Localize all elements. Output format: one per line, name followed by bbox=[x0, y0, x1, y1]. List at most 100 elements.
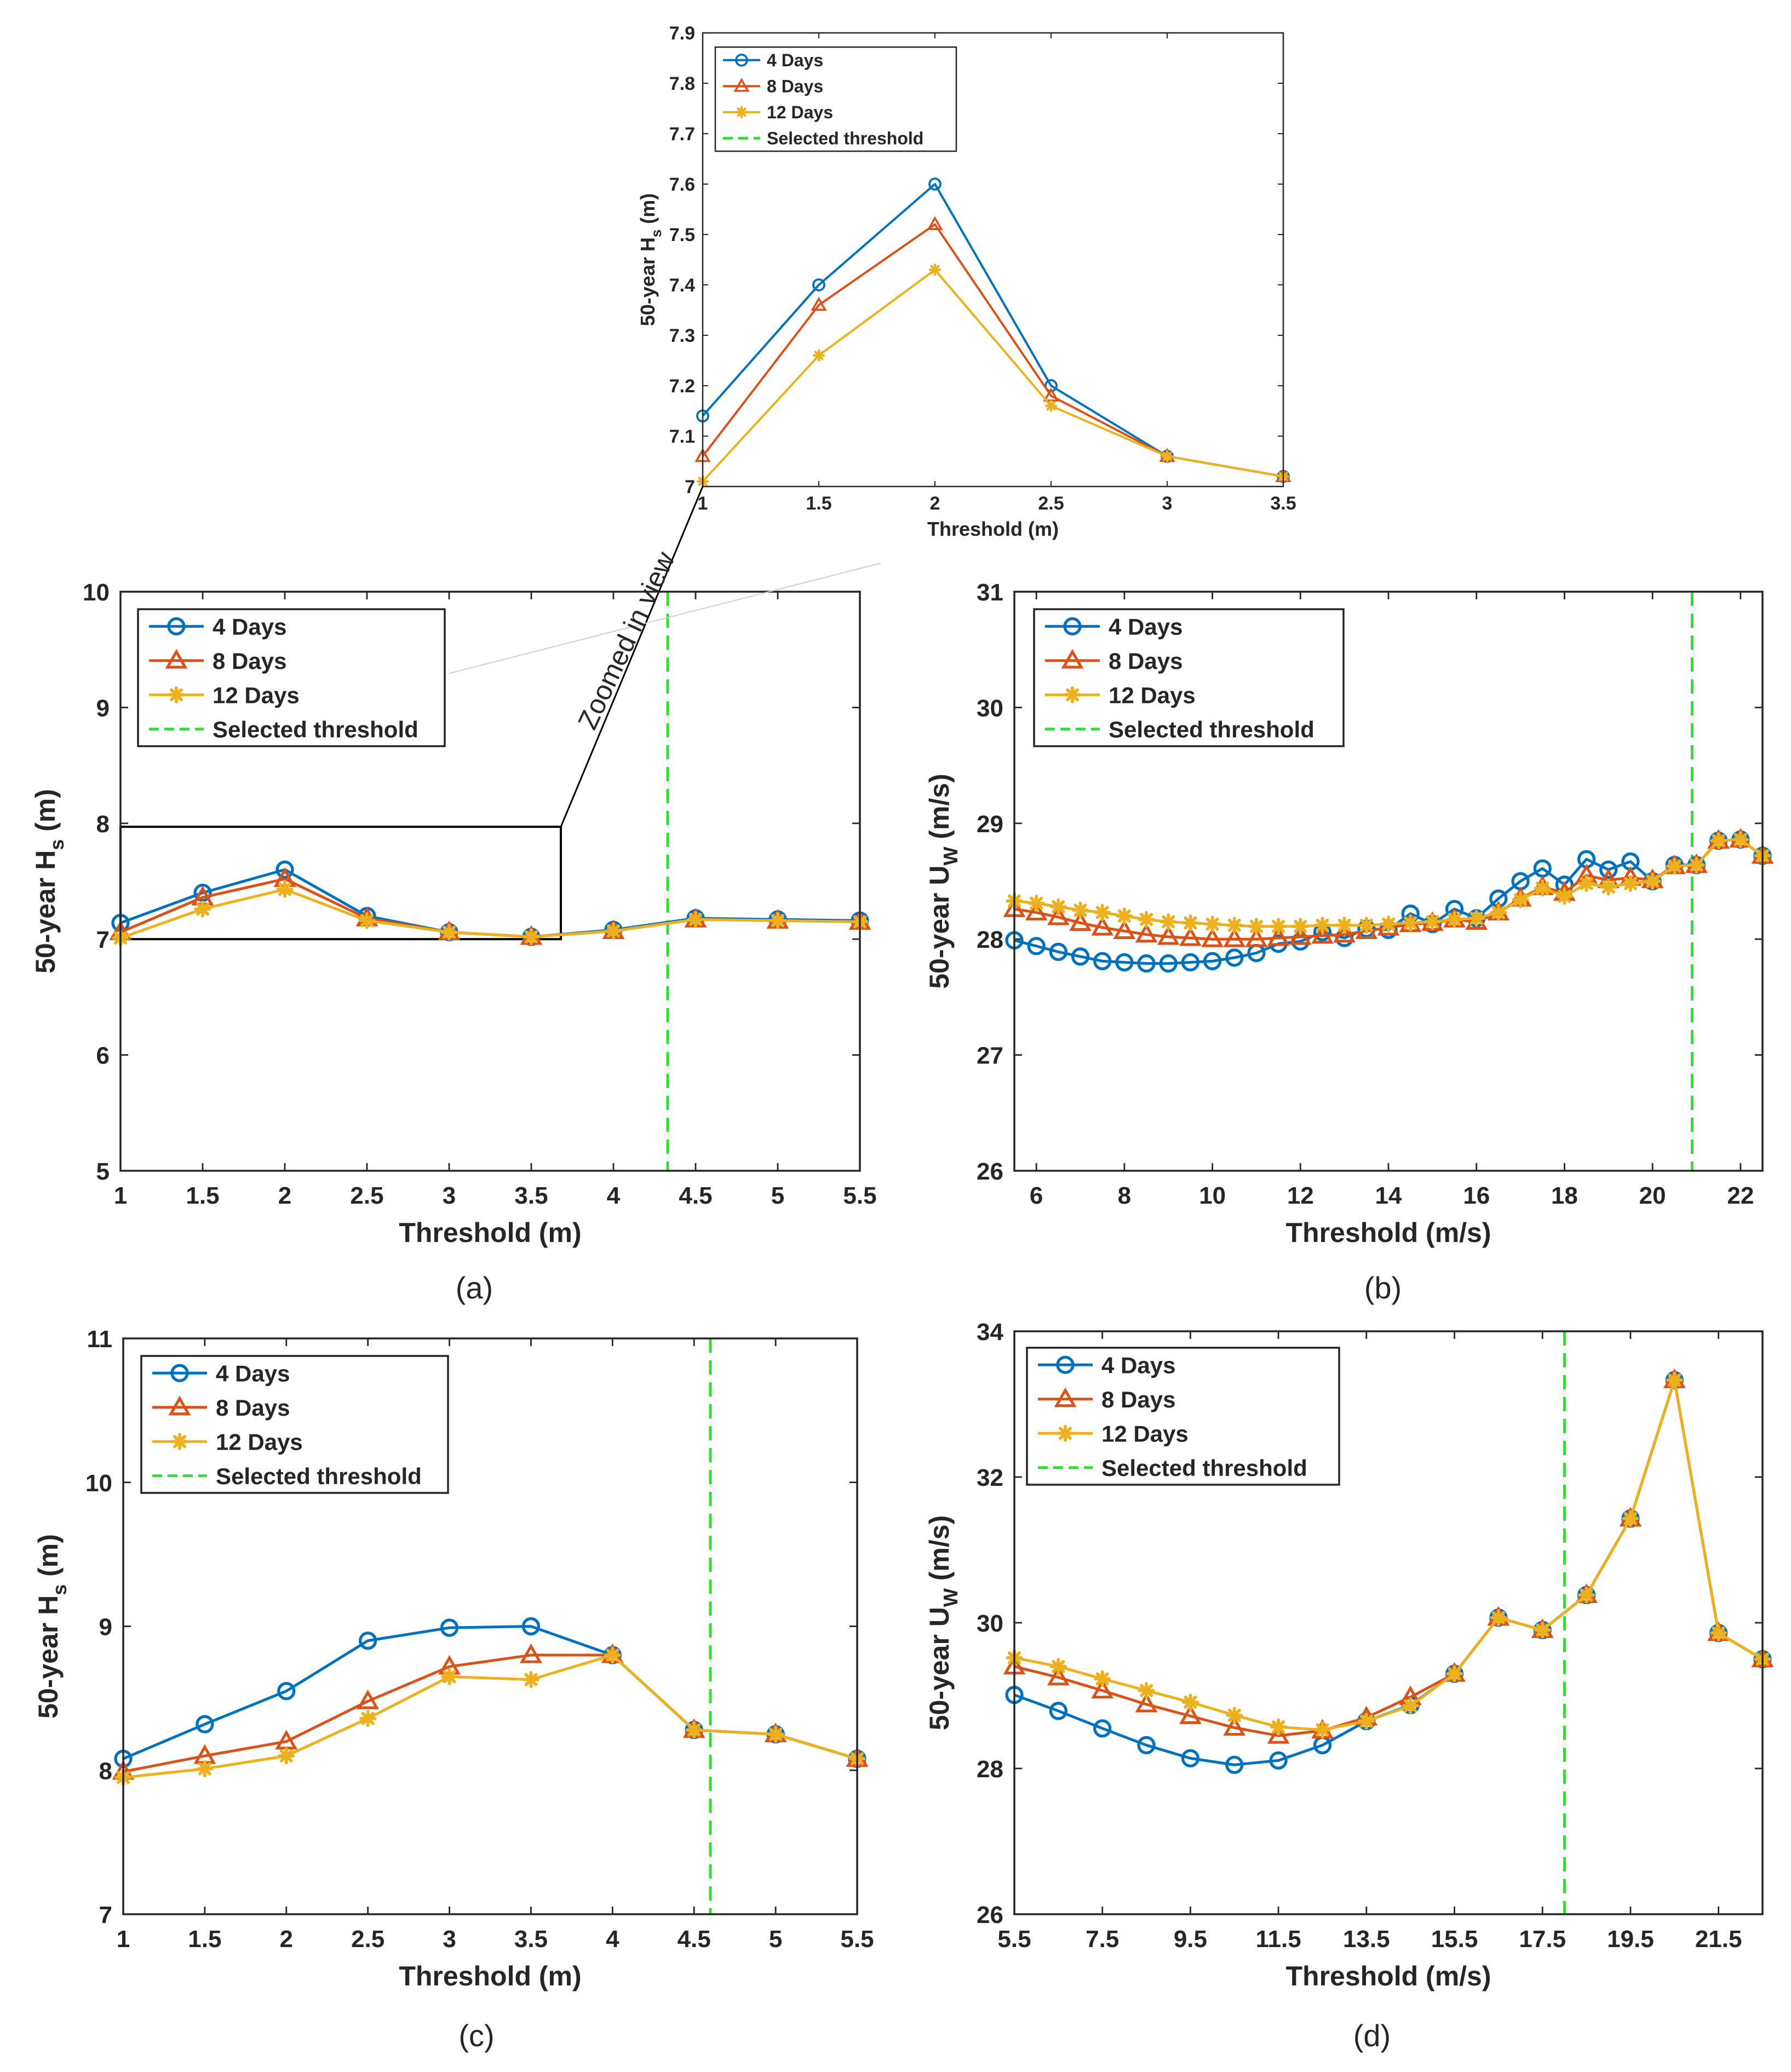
data-point bbox=[605, 922, 622, 940]
legend-label: 12 Days bbox=[1101, 1421, 1189, 1446]
data-point bbox=[1047, 1665, 1070, 1686]
legend-marker bbox=[1057, 1424, 1074, 1442]
data-point bbox=[1267, 926, 1290, 946]
data-point bbox=[928, 264, 942, 276]
data-point bbox=[1269, 1751, 1288, 1770]
data-point bbox=[1248, 918, 1265, 935]
x-axis-label: Threshold (m/s) bbox=[1285, 1217, 1491, 1248]
series-line bbox=[702, 268, 1284, 483]
data-point bbox=[1490, 904, 1507, 921]
chart-panel-d: 5.5 7.5 9.5 11.5 13.5 15.5 17.5 19.5 21.5 26 28 30 3… bbox=[924, 1319, 1774, 2053]
data-point bbox=[1512, 891, 1529, 908]
y-tick-label: 8 bbox=[96, 811, 110, 838]
data-point bbox=[1267, 1724, 1290, 1744]
data-point bbox=[927, 216, 943, 231]
x-tick-label: 4.5 bbox=[679, 1182, 712, 1209]
data-point bbox=[1445, 911, 1463, 928]
data-point bbox=[276, 880, 294, 898]
data-point bbox=[1445, 1665, 1463, 1682]
y-axis-label-sub: s bbox=[48, 1584, 71, 1595]
data-point bbox=[1490, 1609, 1507, 1627]
x-tick-label: 5 bbox=[769, 1926, 782, 1953]
axes-frame bbox=[122, 1337, 858, 1915]
data-point bbox=[359, 1632, 377, 1650]
y-tick-label: 7.7 bbox=[669, 124, 695, 145]
chart-panel-b: 6 8 10 12 14 16 18 20 22 26 27 28 29 30 31 Threshold (m… bbox=[924, 579, 1774, 1305]
y-tick-label: 7 bbox=[96, 926, 110, 953]
legend-label: Selected threshold bbox=[213, 717, 418, 742]
data-point bbox=[1159, 954, 1178, 973]
x-tick-label: 21.5 bbox=[1695, 1926, 1742, 1953]
panel-caption: (a) bbox=[456, 1270, 493, 1305]
data-point bbox=[1027, 895, 1045, 912]
x-tick-label: 1.5 bbox=[806, 493, 831, 514]
legend-label: 8 Days bbox=[1109, 648, 1182, 674]
x-tick-label: 14 bbox=[1375, 1182, 1402, 1209]
data-point bbox=[1225, 948, 1244, 967]
x-tick-label: 6 bbox=[1030, 1182, 1043, 1209]
data-point bbox=[1710, 832, 1727, 850]
data-point bbox=[1380, 915, 1397, 933]
data-point bbox=[769, 912, 787, 929]
y-tick-label: 7.5 bbox=[669, 225, 695, 245]
data-point bbox=[1622, 1510, 1639, 1527]
x-tick-label: 18 bbox=[1551, 1182, 1578, 1209]
legend-label: 4 Days bbox=[1109, 614, 1182, 639]
x-tick-label: 22 bbox=[1727, 1182, 1754, 1209]
y-axis-label-sub: W bbox=[939, 847, 962, 866]
data-point bbox=[1644, 872, 1661, 890]
x-tick-label: 5.5 bbox=[997, 1926, 1031, 1953]
legend-label: 4 Days bbox=[767, 50, 823, 70]
data-point bbox=[194, 900, 211, 918]
legend-marker bbox=[168, 686, 185, 703]
legend-label: 12 Days bbox=[213, 682, 300, 708]
y-axis-label-main: 50-year H bbox=[33, 1595, 64, 1719]
x-tick-label: 7.5 bbox=[1086, 1926, 1119, 1953]
data-point bbox=[1622, 875, 1639, 892]
data-point bbox=[1289, 925, 1312, 945]
x-tick-label: 3.5 bbox=[514, 1926, 548, 1953]
data-point bbox=[1710, 1624, 1727, 1642]
chart-panel-inset: 1 1.5 2 2.5 3 3.5 7 7.1 7.2 7.3 7.4 7.5 7.6 7.7 7.8 7.9… bbox=[636, 23, 1296, 540]
data-point bbox=[1402, 1697, 1419, 1715]
data-point bbox=[1049, 1702, 1068, 1720]
data-point bbox=[1093, 952, 1112, 971]
series-line bbox=[123, 1653, 858, 1779]
data-point bbox=[1245, 928, 1268, 947]
legend-marker bbox=[167, 617, 186, 636]
x-tick-label: 3.5 bbox=[1270, 493, 1296, 514]
legend-marker bbox=[1054, 1387, 1077, 1407]
y-tick-label: 26 bbox=[977, 1902, 1003, 1928]
data-point bbox=[523, 928, 540, 946]
x-axis-label: Threshold (m) bbox=[927, 518, 1059, 540]
data-point bbox=[1093, 1719, 1112, 1738]
y-tick-label: 34 bbox=[977, 1319, 1003, 1346]
panel-caption: (d) bbox=[1353, 2018, 1391, 2053]
data-point bbox=[278, 1747, 295, 1765]
legend-marker bbox=[1063, 617, 1082, 636]
y-axis-label-unit: (m) bbox=[30, 789, 61, 839]
y-axis-label-sub: s bbox=[45, 839, 68, 850]
data-point bbox=[1049, 942, 1068, 961]
y-tick-label: 30 bbox=[977, 695, 1003, 722]
legend-marker bbox=[171, 1433, 188, 1450]
legend-label: 8 Days bbox=[767, 76, 823, 96]
x-tick-label: 3 bbox=[443, 1182, 456, 1209]
data-point bbox=[1044, 399, 1058, 412]
x-axis-label: Threshold (m) bbox=[399, 1217, 581, 1248]
data-point bbox=[812, 349, 825, 362]
data-point bbox=[1600, 878, 1617, 896]
x-tick-label: 8 bbox=[1118, 1182, 1131, 1209]
x-tick-label: 2.5 bbox=[351, 1926, 384, 1953]
y-tick-label: 26 bbox=[977, 1158, 1003, 1185]
x-tick-label: 2 bbox=[280, 1926, 293, 1953]
legend-label: 8 Days bbox=[1101, 1387, 1175, 1412]
data-point bbox=[1578, 1586, 1595, 1604]
data-point bbox=[1313, 1721, 1331, 1739]
x-tick-label: 3 bbox=[1162, 493, 1173, 514]
data-point bbox=[1333, 923, 1356, 943]
y-axis-label-main: 50-year H bbox=[636, 237, 659, 326]
data-point bbox=[1358, 917, 1375, 934]
y-tick-label: 7.1 bbox=[669, 426, 695, 447]
x-tick-label: 2.5 bbox=[350, 1182, 383, 1209]
